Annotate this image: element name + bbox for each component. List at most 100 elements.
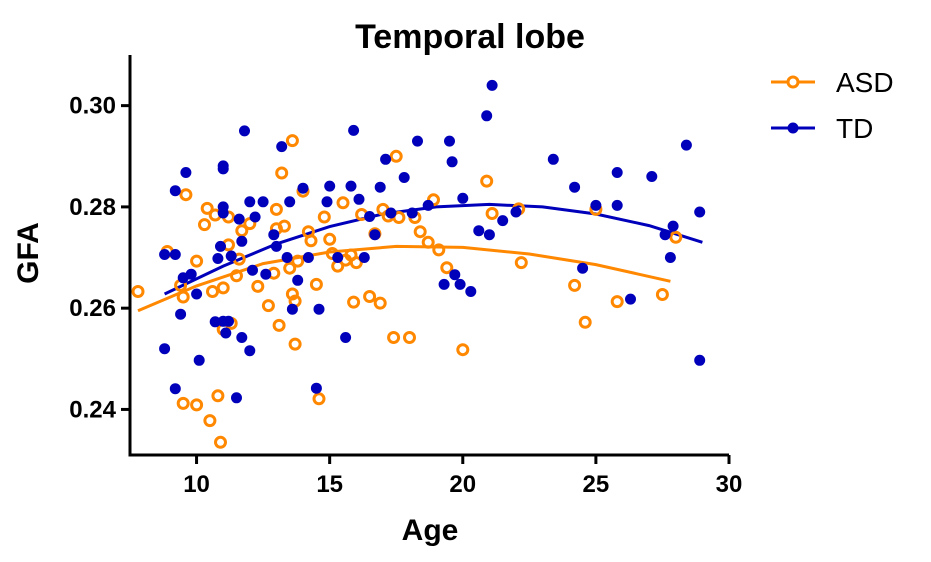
asd-point xyxy=(578,315,592,329)
td-fit-line xyxy=(163,202,703,296)
td-point xyxy=(310,382,322,394)
td-point xyxy=(231,392,242,404)
asd-point xyxy=(211,389,225,403)
td-point xyxy=(185,268,197,280)
td-point xyxy=(497,215,509,227)
td-point xyxy=(212,253,224,264)
asd-point xyxy=(568,278,582,292)
td-point xyxy=(380,153,392,165)
asd-point xyxy=(304,234,318,248)
asd-point xyxy=(200,201,214,215)
td-point xyxy=(223,315,234,327)
x-tick-label: 20 xyxy=(449,471,476,498)
asd-point xyxy=(203,414,217,428)
asd-point xyxy=(277,219,291,233)
td-point xyxy=(281,252,293,263)
td-point xyxy=(577,262,589,274)
td-point xyxy=(398,172,410,183)
td-point xyxy=(345,180,357,192)
td-point xyxy=(590,199,602,211)
td-point xyxy=(270,240,282,252)
asd-point xyxy=(373,296,387,310)
td-point xyxy=(313,303,325,315)
td-point xyxy=(659,229,671,241)
asd-point xyxy=(669,230,683,244)
td-point xyxy=(236,235,248,247)
td-point xyxy=(369,229,381,241)
td-point xyxy=(444,135,455,147)
asd-point xyxy=(347,295,361,309)
x-tick-label: 25 xyxy=(583,471,610,498)
asd-point xyxy=(272,318,286,332)
td-point xyxy=(680,139,692,151)
td-point xyxy=(169,383,181,395)
td-point xyxy=(233,213,245,225)
td-point xyxy=(340,332,352,343)
asd-point xyxy=(235,224,249,238)
td-point xyxy=(457,192,469,204)
y-tick-label: 0.26 xyxy=(69,295,116,322)
x-axis-label: Age xyxy=(402,514,459,547)
asd-point xyxy=(206,285,219,298)
asd-point xyxy=(432,243,446,257)
td-point xyxy=(332,252,344,263)
td-point xyxy=(473,225,485,237)
asd-point xyxy=(413,225,427,239)
td-point xyxy=(284,196,296,208)
asd-point xyxy=(251,279,265,293)
asd-point xyxy=(179,188,193,202)
asd-point xyxy=(514,256,528,270)
td-point xyxy=(385,207,397,219)
x-tick-label: 30 xyxy=(716,471,743,498)
asd-point xyxy=(230,269,243,283)
legend-item-td: TD xyxy=(771,113,873,144)
asd-point xyxy=(349,256,363,270)
td-point xyxy=(422,199,434,211)
td-point xyxy=(547,153,559,165)
td-point xyxy=(406,207,418,219)
td-point xyxy=(438,278,450,290)
td-point xyxy=(625,293,636,305)
fit-lines xyxy=(137,202,703,313)
td-point xyxy=(244,196,256,208)
asd-point xyxy=(269,202,283,216)
asd-point xyxy=(480,174,494,188)
asd-point xyxy=(288,337,302,351)
td-point xyxy=(191,288,203,300)
td-point xyxy=(236,332,248,343)
td-point xyxy=(321,196,333,208)
asd-fit-line xyxy=(137,244,671,313)
td-point xyxy=(358,252,370,263)
td-point xyxy=(276,141,288,153)
td-point xyxy=(268,229,280,241)
asd-point xyxy=(243,217,257,231)
td-point xyxy=(348,124,360,136)
asd-point xyxy=(389,149,403,163)
td-point xyxy=(465,286,477,297)
td-point xyxy=(159,343,171,355)
asd-point xyxy=(216,281,230,295)
td-point xyxy=(217,163,229,175)
td-point xyxy=(257,196,269,208)
asd-point xyxy=(485,207,499,220)
asd-point xyxy=(198,218,211,232)
td-point xyxy=(217,207,229,219)
td-point xyxy=(454,278,466,290)
td-point xyxy=(374,181,386,193)
asd-point xyxy=(387,331,401,344)
asd-point xyxy=(610,295,624,309)
td-point xyxy=(412,135,423,147)
td-point xyxy=(244,345,256,357)
td-point xyxy=(239,125,250,137)
y-axis-label: GFA xyxy=(12,222,45,284)
asd-point xyxy=(440,261,454,275)
asd-point xyxy=(285,287,299,301)
asd-point xyxy=(317,210,331,224)
asd-point xyxy=(176,290,190,304)
legend-label-asd: ASD xyxy=(836,67,894,98)
asd-point xyxy=(336,196,350,210)
td-point xyxy=(694,354,706,366)
chart-title: Temporal lobe xyxy=(355,18,585,56)
td-point xyxy=(159,249,171,260)
asd-point xyxy=(190,398,204,412)
